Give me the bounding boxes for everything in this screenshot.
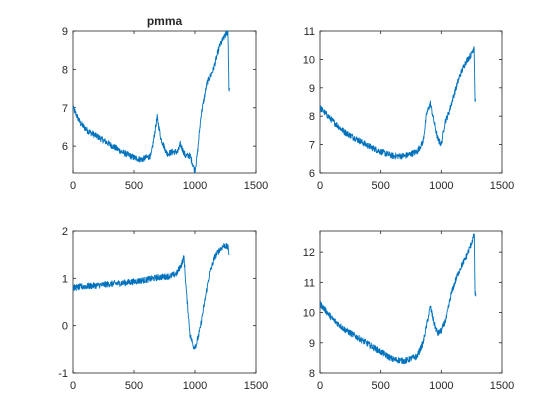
y-tick-label: 8 bbox=[309, 111, 315, 123]
x-tick-label: 0 bbox=[70, 380, 76, 392]
y-tick-label: 11 bbox=[304, 26, 315, 38]
subplot-top-left: 0 500 1000 1500 6 7 8 9 pmma bbox=[62, 14, 268, 192]
y-tick-label: -1 bbox=[58, 368, 68, 380]
x-tick-label: 1000 bbox=[429, 180, 453, 192]
series-line bbox=[319, 46, 477, 160]
y-tick-label: 1 bbox=[62, 273, 68, 285]
y-tick-label: 7 bbox=[309, 140, 315, 152]
x-tick-label: 1000 bbox=[183, 180, 207, 192]
subplot-top-right: 0 500 1000 1500 6 7 8 9 10 11 bbox=[303, 26, 514, 192]
y-tick-label: 11 bbox=[304, 277, 315, 289]
y-tick-label: 9 bbox=[309, 83, 315, 95]
subplot-bottom-right: 0 500 1000 1500 8 9 10 11 12 bbox=[303, 230, 514, 392]
series-line bbox=[319, 233, 477, 365]
plot-title: pmma bbox=[147, 14, 183, 28]
y-tick-label: 10 bbox=[303, 54, 315, 66]
x-tick-label: 1000 bbox=[183, 380, 207, 392]
y-tick-label: 6 bbox=[309, 168, 315, 180]
y-tick-label: 7 bbox=[62, 103, 68, 115]
x-tick-label: 1000 bbox=[429, 380, 453, 392]
x-tick-label: 1500 bbox=[490, 380, 514, 392]
y-tick-label: 6 bbox=[62, 141, 68, 153]
x-tick-label: 500 bbox=[371, 180, 389, 192]
x-tick-label: 500 bbox=[371, 380, 389, 392]
y-tick-label: 10 bbox=[303, 308, 315, 320]
y-tick-label: 2 bbox=[62, 226, 68, 238]
series-line bbox=[72, 30, 231, 174]
y-tick-label: 0 bbox=[62, 321, 68, 333]
y-tick-label: 9 bbox=[309, 338, 315, 350]
x-tick-label: 1500 bbox=[490, 180, 514, 192]
x-tick-label: 0 bbox=[317, 180, 323, 192]
x-tick-label: 0 bbox=[317, 380, 323, 392]
plot-area bbox=[319, 230, 503, 374]
plot-area bbox=[319, 30, 503, 174]
x-tick-label: 1500 bbox=[244, 380, 268, 392]
x-tick-label: 0 bbox=[70, 180, 76, 192]
y-tick-label: 8 bbox=[62, 64, 68, 76]
series-line bbox=[72, 242, 230, 350]
x-tick-label: 1500 bbox=[244, 180, 268, 192]
x-tick-label: 500 bbox=[125, 180, 143, 192]
x-tick-label: 500 bbox=[125, 380, 143, 392]
y-tick-label: 9 bbox=[62, 26, 68, 38]
y-tick-label: 8 bbox=[309, 368, 315, 380]
y-tick-label: 12 bbox=[303, 247, 315, 259]
plot-area bbox=[72, 230, 257, 374]
